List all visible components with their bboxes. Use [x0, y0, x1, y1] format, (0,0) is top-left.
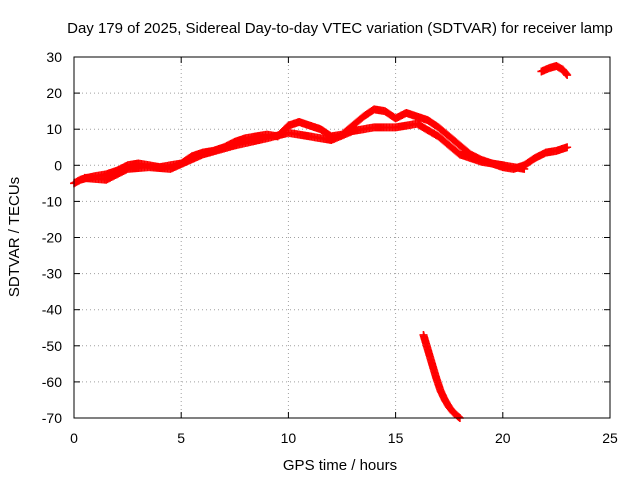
axis-ticks: 0 5 10 15 20 25 -70 -60 -50 -40 -30 -20 -10 0 10 20 30	[42, 49, 618, 446]
x-tick-label: 20	[495, 430, 511, 446]
data-point	[562, 69, 571, 78]
y-tick-label: 10	[46, 121, 62, 137]
data-point	[454, 413, 463, 422]
y-axis-label: SDTVAR / TECUs	[6, 177, 23, 297]
y-tick-label: -70	[42, 410, 62, 426]
y-tick-label: -20	[42, 230, 62, 246]
y-tick-label: -30	[42, 266, 62, 282]
y-tick-label: -60	[42, 374, 62, 390]
y-tick-label: 20	[46, 85, 62, 101]
data-points	[70, 62, 572, 422]
data-point	[563, 71, 572, 80]
data-point	[563, 143, 572, 152]
x-tick-label: 5	[177, 430, 185, 446]
data-point	[520, 164, 529, 173]
y-tick-label: -40	[42, 302, 62, 318]
y-tick-label: -10	[42, 193, 62, 209]
x-tick-label: 10	[281, 430, 297, 446]
chart-title: Day 179 of 2025, Sidereal Day-to-day VTE…	[67, 20, 613, 37]
x-tick-label: 0	[70, 430, 78, 446]
x-tick-label: 15	[388, 430, 404, 446]
y-tick-label: -50	[42, 338, 62, 354]
y-tick-label: 0	[54, 157, 62, 173]
x-axis-label: GPS time / hours	[283, 457, 397, 474]
y-tick-label: 30	[46, 49, 62, 65]
x-tick-label: 25	[602, 430, 618, 446]
